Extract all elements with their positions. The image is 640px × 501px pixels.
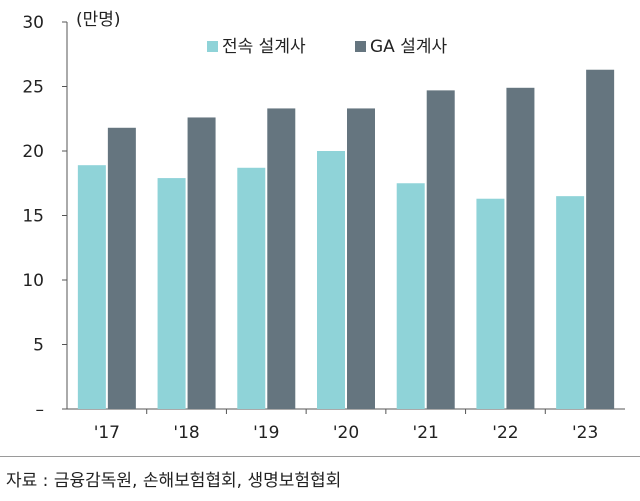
legend-swatch-ga bbox=[355, 41, 366, 52]
x-tick-label: '20 bbox=[333, 423, 359, 443]
y-tick-label: 20 bbox=[22, 142, 44, 162]
y-tick-label: 30 bbox=[22, 13, 44, 33]
bars bbox=[77, 69, 615, 410]
y-tick-label: 5 bbox=[33, 336, 44, 356]
bar-direct-3 bbox=[317, 151, 345, 409]
x-tick-label: '17 bbox=[94, 423, 120, 443]
bar-direct-6 bbox=[556, 196, 585, 409]
x-axis: '17 '18 '19 '20 '21 '22 '23 bbox=[67, 408, 625, 443]
x-tick-label: '21 bbox=[413, 423, 439, 443]
bar-ga-6 bbox=[586, 69, 615, 409]
source-note: 자료 : 금융감독원, 손해보험협회, 생명보험협회 bbox=[6, 471, 342, 491]
bar-ga-3 bbox=[347, 108, 375, 410]
bar-ga-2 bbox=[267, 108, 296, 410]
legend: 전속 설계사 GA 설계사 bbox=[207, 37, 447, 57]
y-tick-label: 15 bbox=[22, 207, 44, 227]
unit-label: (만명) bbox=[76, 10, 121, 30]
x-tick-label: '23 bbox=[572, 423, 598, 443]
bar-ga-1 bbox=[187, 117, 216, 410]
bar-ga-4 bbox=[426, 90, 455, 410]
footer-divider bbox=[0, 456, 640, 457]
y-tick-label: 25 bbox=[22, 78, 44, 98]
bar-direct-4 bbox=[396, 183, 425, 409]
y-tick-label: – bbox=[36, 400, 45, 420]
x-tick-label: '22 bbox=[492, 423, 518, 443]
bar-ga-0 bbox=[107, 127, 136, 409]
bar-direct-2 bbox=[237, 167, 266, 409]
legend-label-direct: 전속 설계사 bbox=[222, 37, 306, 57]
legend-label-ga: GA 설계사 bbox=[370, 37, 447, 57]
x-tick-label: '19 bbox=[253, 423, 279, 443]
x-tick-label: '18 bbox=[173, 423, 199, 443]
bar-direct-0 bbox=[77, 165, 106, 409]
bar-direct-5 bbox=[476, 198, 505, 409]
y-axis: – 5 10 15 20 25 30 bbox=[22, 13, 68, 420]
bar-direct-1 bbox=[157, 178, 186, 409]
y-tick-label: 10 bbox=[22, 271, 44, 291]
bar-ga-5 bbox=[506, 87, 535, 409]
legend-swatch-direct bbox=[207, 41, 218, 52]
